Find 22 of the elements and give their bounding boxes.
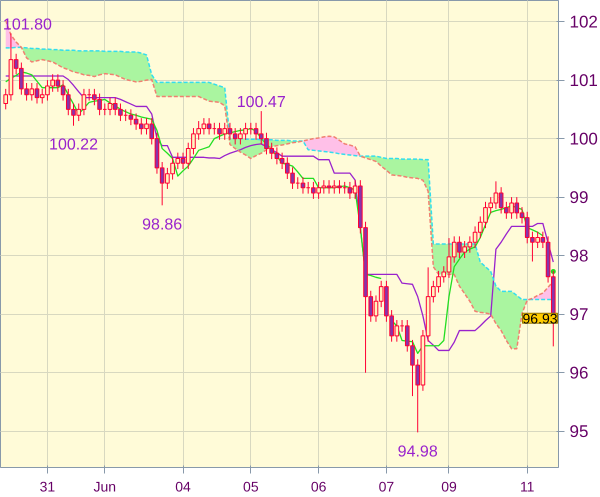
y-tick-label: 96 [570,364,588,383]
annotation: 96.93 [522,310,558,326]
y-tick-label: 100 [570,130,598,149]
x-tick-label: 06 [310,478,327,494]
y-tick-label: 95 [570,422,588,442]
y-tick-label: 99 [570,188,588,208]
x-tick-label: 09 [441,478,457,494]
y-tick-label: 98 [570,246,588,266]
annotation: 100.47 [236,94,286,112]
x-tick-label: 31 [40,478,56,494]
annotation: 100.22 [49,136,98,154]
x-tick-label: 04 [175,478,192,494]
x-tick-label: 05 [243,478,259,494]
y-tick-label: 101 [570,71,598,90]
x-tick-label: 07 [378,478,394,494]
annotation: 98.86 [142,216,182,234]
x-tick-label: Jun [94,478,116,494]
annotation: 101.80 [2,16,52,34]
annotation: 94.98 [398,443,438,460]
y-tick-label: 102 [570,12,598,32]
y-tick-label: 97 [570,305,588,324]
x-tick-label: 11 [520,478,535,494]
